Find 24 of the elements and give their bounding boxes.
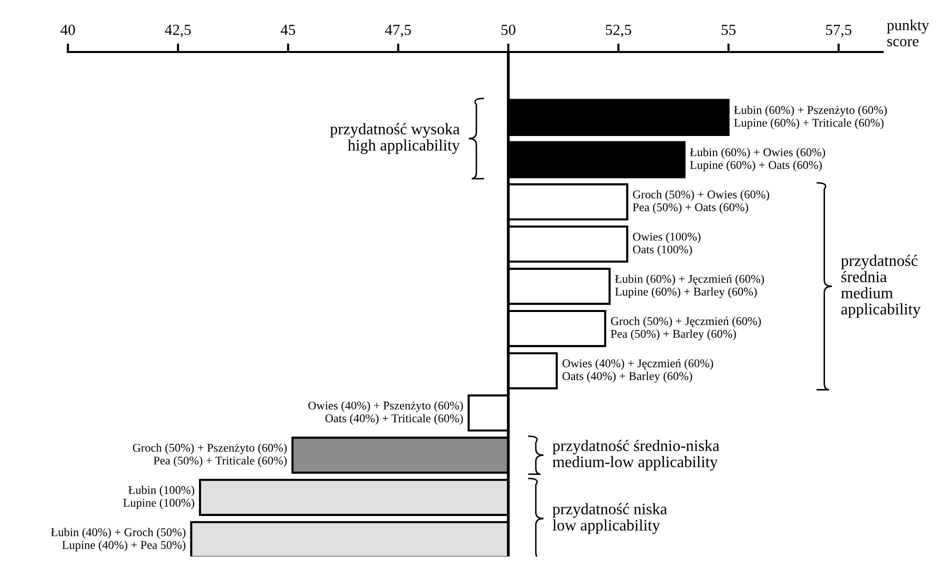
y-tick-label: Groch (50%) + Pszenżyto (60%) Pea (50%) + Triticale (60%) bbox=[132, 443, 287, 467]
y-tick-label: Łubin (40%) + Groch (50%) Lupine (40%) + Pea 50%) bbox=[51, 528, 186, 552]
annotation: przydatność niska low applicability bbox=[552, 503, 668, 534]
y-tick-label: Łubin (60%) + Jęczmień (60%) Lupine (60%) + Barley (60%) bbox=[615, 274, 764, 298]
x-tick-label: 45 bbox=[280, 24, 296, 35]
x-tick-label: 42,5 bbox=[164, 24, 191, 38]
x-tick-label: 47,5 bbox=[385, 24, 411, 38]
x-tick-label: 50 bbox=[502, 24, 516, 35]
x-tick-label: 57,5 bbox=[826, 24, 852, 38]
y-tick-label: Groch (50%) + Owies (60%) Pea (50%) + Oats (60%) bbox=[632, 190, 770, 214]
y-tick-label: Owies (40%) + Jęczmień (60%) Oats (40%) + Barley (60%) bbox=[562, 358, 714, 383]
annotation: przydatność wysoka high applicability bbox=[330, 123, 460, 154]
y-tick-label: Owies (40%) + Pszenżyto (60%) Oats (40%) + Triticale (60%) bbox=[308, 401, 463, 425]
x-tick-label: 40 bbox=[60, 24, 75, 35]
x-axis-title: punkty score bbox=[886, 20, 930, 46]
y-tick-label: Łubin (60%) + Owies (60%) Lupine (60%) + Oats (60%) bbox=[690, 148, 826, 172]
x-tick-label: 55 bbox=[722, 24, 736, 35]
annotation: przydatność średnio-niska medium-low applicability bbox=[552, 440, 720, 471]
y-tick-label: Łubin (60%) + Pszenżyto (60%) Lupine (60%) + Triticale (60%) bbox=[734, 106, 887, 130]
x-tick-label: 52,5 bbox=[606, 24, 632, 38]
y-tick-label: Groch (50%) + Jęczmień (60%) Pea (50%) + Barley (60%) bbox=[610, 316, 761, 340]
annotation: przydatność średnia medium applicability bbox=[841, 254, 921, 318]
y-tick-label: Owies (100%) Oats (100%) bbox=[632, 232, 700, 256]
y-tick-label: Łubin (100%) Lupine (100%) bbox=[123, 486, 194, 510]
